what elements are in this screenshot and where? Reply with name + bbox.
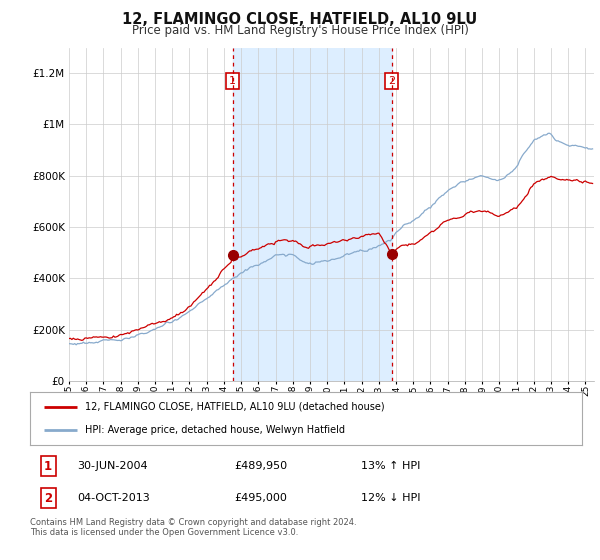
Text: Contains HM Land Registry data © Crown copyright and database right 2024.
This d: Contains HM Land Registry data © Crown c… — [30, 518, 356, 538]
Text: 12, FLAMINGO CLOSE, HATFIELD, AL10 9LU (detached house): 12, FLAMINGO CLOSE, HATFIELD, AL10 9LU (… — [85, 402, 385, 412]
Text: 2: 2 — [388, 76, 395, 86]
Text: 2: 2 — [44, 492, 52, 505]
Text: 30-JUN-2004: 30-JUN-2004 — [77, 461, 148, 471]
Text: 12% ↓ HPI: 12% ↓ HPI — [361, 493, 421, 503]
Text: 1: 1 — [229, 76, 236, 86]
Text: 04-OCT-2013: 04-OCT-2013 — [77, 493, 149, 503]
Bar — [233, 48, 392, 381]
Text: Price paid vs. HM Land Registry's House Price Index (HPI): Price paid vs. HM Land Registry's House … — [131, 24, 469, 36]
Text: 13% ↑ HPI: 13% ↑ HPI — [361, 461, 421, 471]
Text: £489,950: £489,950 — [234, 461, 287, 471]
Text: 12, FLAMINGO CLOSE, HATFIELD, AL10 9LU: 12, FLAMINGO CLOSE, HATFIELD, AL10 9LU — [122, 12, 478, 27]
Text: £495,000: £495,000 — [234, 493, 287, 503]
Text: 1: 1 — [44, 460, 52, 473]
Text: HPI: Average price, detached house, Welwyn Hatfield: HPI: Average price, detached house, Welw… — [85, 425, 345, 435]
